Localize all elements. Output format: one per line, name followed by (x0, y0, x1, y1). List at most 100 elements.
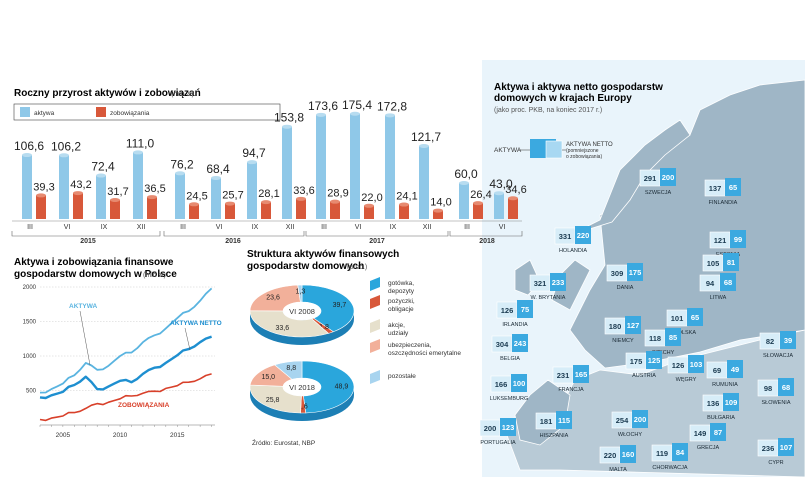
bar-liabilities (508, 198, 518, 219)
bar-assets-cap (133, 150, 143, 155)
donut-center-label: VI 2008 (289, 307, 315, 316)
bar-assets-cap (22, 153, 32, 158)
bar-liabilities (433, 210, 443, 219)
line-chart-title-2: gospodarstw domowych w Polsce (14, 269, 177, 280)
legend-assets-swatch (20, 107, 30, 117)
donut-chart: Struktura aktywów finansowych gospodarst… (247, 249, 461, 447)
country-net-box (725, 178, 741, 196)
country-net-box (687, 308, 703, 326)
country-assets-value: 119 (656, 449, 668, 458)
country-name: BELGIA (500, 356, 520, 362)
donut-value: 33,6 (276, 325, 290, 332)
donut-center-label: VI 2018 (289, 383, 315, 392)
bar-assets (459, 183, 469, 219)
bar-assets-value: 172,8 (377, 99, 407, 113)
map-header: Aktywa i aktywa netto gospodarstw domowy… (494, 82, 663, 160)
country-name: FRANCJA (558, 387, 584, 393)
x-tick-label: 2015 (170, 432, 185, 439)
bar-liabilities-value: 28,9 (327, 188, 348, 200)
bar-quarter-label: III (27, 224, 33, 231)
country-assets-value: 166 (495, 380, 508, 389)
country-name: LITWA (710, 295, 727, 301)
country-net-box (720, 273, 736, 291)
country-assets-value: 149 (694, 429, 707, 438)
bar-liabilities-value: 22,0 (361, 192, 382, 204)
donut-value: 23,6 (266, 295, 280, 302)
bar-assets-cap (282, 124, 292, 129)
bar-assets-cap (316, 112, 326, 117)
country-name: GRECJA (697, 445, 720, 451)
bar-assets-value: 68,4 (206, 162, 230, 176)
donut-unit: (proc.) (347, 264, 367, 271)
year-bracket (11, 231, 161, 237)
country-name: AUSTRIA (632, 373, 656, 379)
country-name: DANIA (617, 285, 634, 291)
bar-assets (211, 177, 221, 219)
bar-assets (96, 175, 106, 219)
country-name: PORTUGALIA (480, 440, 516, 446)
country-net-value: 160 (622, 450, 635, 459)
donut-title-2: gospodarstw domowych (247, 261, 364, 272)
bar-assets (350, 113, 360, 219)
country-assets-value: 82 (766, 337, 774, 346)
country-net-value: 200 (662, 173, 675, 182)
country-name: HOLANDIA (559, 248, 587, 254)
bar-liabilities-cap (399, 202, 409, 207)
legend-liabilities-label: zobowiązania (110, 110, 150, 117)
country-name: FINLANDIA (709, 200, 738, 206)
country-net-box (723, 253, 739, 271)
country-net-value: 107 (780, 443, 793, 452)
country-assets-value: 220 (604, 451, 617, 460)
y-tick-label: 1000 (23, 354, 37, 360)
map-country-boxes: 291200SZWECJA13765FINLANDIA12199ESTONIA3… (479, 168, 796, 473)
legend-liabilities-swatch (96, 107, 106, 117)
bar-liabilities-value: 26,4 (470, 189, 491, 201)
country-assets-value: 291 (644, 174, 657, 183)
source-note: Źródło: Eurostat, NBP (252, 438, 315, 447)
country-name: WŁOCHY (618, 432, 642, 438)
country-assets-value: 254 (616, 416, 629, 425)
line-series (39, 335, 212, 400)
bar-liabilities (296, 198, 306, 219)
country-name: CHORWACJA (652, 465, 687, 471)
country-name: MALTA (609, 467, 627, 473)
y-tick-label: 2000 (23, 285, 37, 291)
donut-legend-swatch (370, 370, 380, 384)
country-net-value: 233 (552, 278, 565, 287)
country-net-value: 65 (691, 313, 699, 322)
bar-legend-box (13, 103, 281, 121)
country-net-value: 125 (648, 356, 661, 365)
bar-quarter-label: XII (423, 224, 432, 231)
bar-assets (494, 193, 504, 219)
donut-legend-label: pożyczki, (388, 298, 415, 305)
country-name: RUMUNIA (712, 382, 738, 388)
country-assets-value: 136 (707, 399, 720, 408)
bar-assets-cap (459, 181, 469, 185)
country-assets-value: 231 (557, 371, 570, 380)
bar-assets-cap (96, 173, 106, 178)
country-net-box (660, 168, 676, 186)
bar-quarter-label: III (464, 224, 470, 231)
country-assets-value: 180 (609, 322, 622, 331)
country-net-box (646, 351, 662, 369)
bar-liabilities-cap (364, 203, 374, 208)
map-legend-assets: AKTYWA (494, 147, 522, 154)
label-net-pointer (184, 327, 191, 351)
map-legend-net-sub-1: (pomniejszone (566, 148, 599, 154)
country-net-value: 103 (690, 360, 703, 369)
country-assets-value: 304 (496, 340, 509, 349)
country-name: CYPR (768, 460, 783, 466)
line-chart: Aktywa i zobowiązania finansowe gospodar… (14, 257, 222, 439)
donut-legend-swatch (370, 319, 380, 333)
country-net-value: 109 (725, 398, 738, 407)
donut-legend-label: depozyty (388, 288, 415, 295)
bar-liabilities-cap (36, 193, 46, 198)
bar-assets-value: 173,6 (308, 99, 338, 113)
country-net-box (575, 226, 591, 244)
label-liab: ZOBOWIĄZANIA (118, 402, 170, 409)
bar-assets-cap (211, 175, 221, 180)
bar-quarter-label: IX (390, 224, 397, 231)
country-assets-value: 94 (706, 279, 715, 288)
country-assets-value: 200 (484, 424, 497, 433)
bar-liabilities-cap (189, 202, 199, 207)
